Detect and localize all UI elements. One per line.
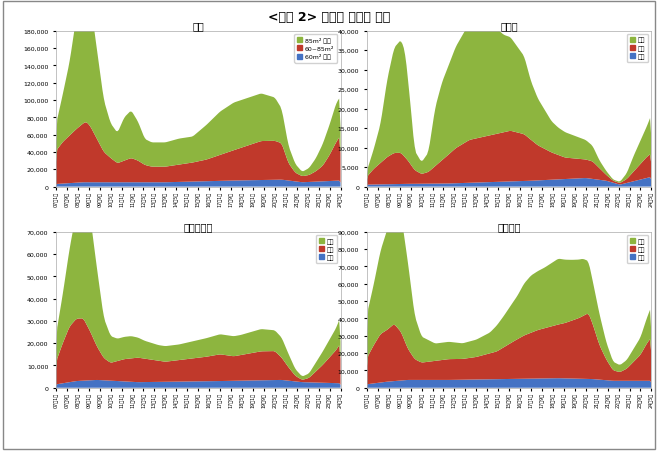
Title: 수도권: 수도권 — [500, 21, 518, 31]
Text: <그림 2> 규모별 미분양 추이: <그림 2> 규모별 미분양 추이 — [268, 11, 390, 24]
Title: 전국: 전국 — [192, 21, 204, 31]
Title: 기타지방: 기타지방 — [497, 221, 521, 231]
Legend: 85m² 초과, 60~85m², 60m² 이하: 85m² 초과, 60~85m², 60m² 이하 — [294, 35, 338, 64]
Title: 지방광역시: 지방광역시 — [184, 221, 213, 231]
Legend: 대형, 중형, 소형: 대형, 중형, 소형 — [627, 35, 648, 63]
Legend: 대형, 중형, 소형: 대형, 중형, 소형 — [627, 235, 648, 263]
Legend: 대형, 중형, 소형: 대형, 중형, 소형 — [316, 235, 338, 263]
